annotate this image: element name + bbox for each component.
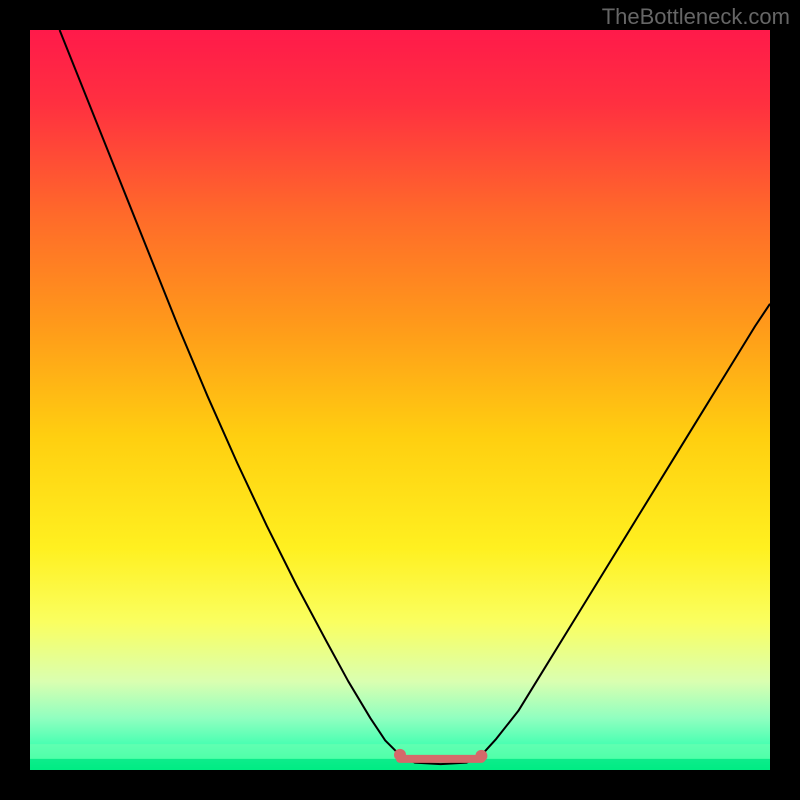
bottom-marker-dot (427, 756, 434, 763)
bottom-marker-dot (437, 756, 444, 763)
bottleneck-curve-chart (30, 30, 770, 770)
bottom-marker-dot (475, 750, 487, 762)
chart-frame: TheBottleneck.com (0, 0, 800, 800)
bottom-marker-dot (417, 756, 424, 763)
bottom-marker-dot (394, 749, 406, 761)
gradient-background (30, 30, 770, 770)
bottom-marker-dot (458, 756, 465, 763)
plot-area (30, 30, 770, 770)
bottom-marker-dot (407, 756, 414, 763)
watermark-text: TheBottleneck.com (602, 4, 790, 30)
bottom-marker-dot (448, 756, 455, 763)
bottom-marker-dot (468, 756, 475, 763)
